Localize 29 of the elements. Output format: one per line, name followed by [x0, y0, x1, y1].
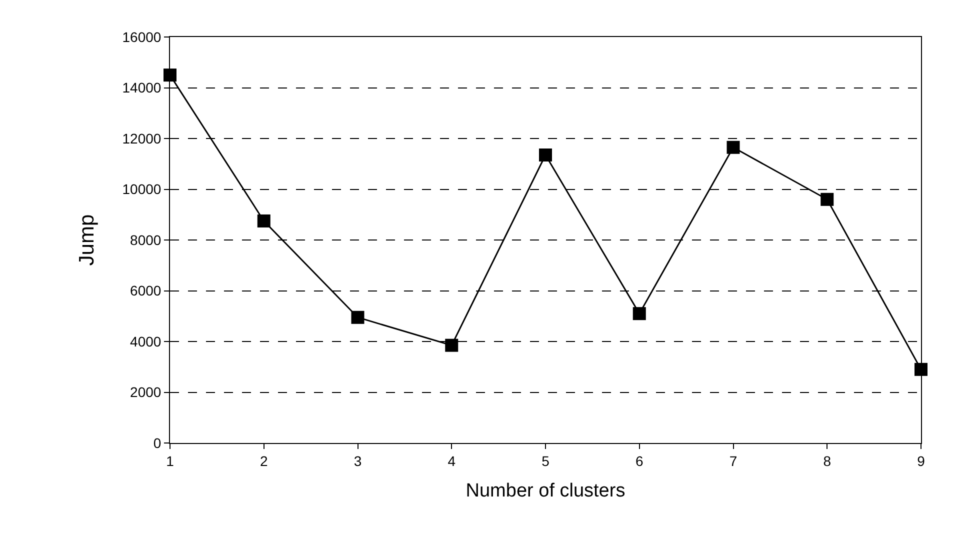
point: [351, 310, 364, 324]
y-tick-label: 0: [153, 434, 162, 451]
x-tick-label: 7: [729, 452, 738, 469]
x-tick-label: 2: [260, 452, 268, 469]
point: [726, 140, 740, 154]
x-tick-label: 9: [917, 452, 926, 469]
y-tick-label: 10000: [122, 181, 162, 198]
x-axis-title: Number of clusters: [466, 480, 626, 502]
point: [445, 338, 458, 352]
y-tick-label: 12000: [122, 130, 162, 146]
x-tick-label: 3: [354, 452, 362, 469]
point: [539, 148, 552, 162]
x-tick-label: 5: [542, 452, 550, 469]
y-tick-label: 4000: [130, 333, 162, 350]
point: [820, 192, 834, 206]
y-axis-title: Jump: [75, 214, 98, 266]
point: [914, 362, 928, 376]
point: [257, 214, 270, 228]
x-tick-label: 8: [823, 452, 832, 469]
point: [164, 68, 176, 82]
y-tick-label: 8000: [130, 232, 162, 248]
point: [632, 307, 646, 320]
x-tick-label: 4: [448, 452, 456, 469]
x-tick-label: 6: [635, 452, 644, 469]
x-tick-label: 1: [166, 452, 174, 469]
y-tick-label: 16000: [122, 28, 162, 45]
y-tick-label: 2000: [130, 384, 162, 400]
y-tick-label: 6000: [130, 282, 162, 299]
y-tick-label: 14000: [122, 80, 162, 96]
